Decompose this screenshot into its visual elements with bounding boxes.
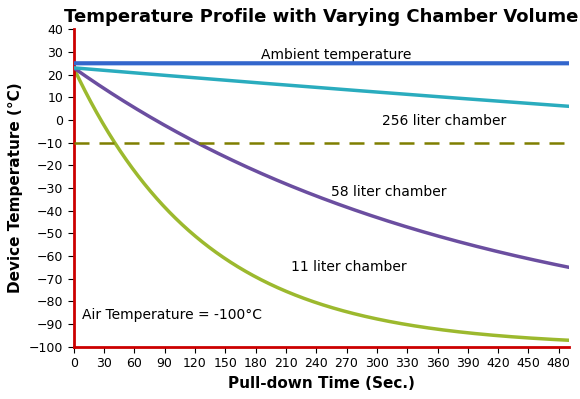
Text: 58 liter chamber: 58 liter chamber bbox=[331, 185, 447, 200]
Text: Ambient temperature: Ambient temperature bbox=[260, 48, 411, 62]
Title: Temperature Profile with Varying Chamber Volume: Temperature Profile with Varying Chamber… bbox=[64, 8, 578, 26]
Text: Air Temperature = -100°C: Air Temperature = -100°C bbox=[82, 308, 262, 322]
Text: 256 liter chamber: 256 liter chamber bbox=[382, 114, 506, 128]
Text: 11 liter chamber: 11 liter chamber bbox=[291, 260, 407, 274]
X-axis label: Pull-down Time (Sec.): Pull-down Time (Sec.) bbox=[228, 376, 415, 391]
Y-axis label: Device Temperature (°C): Device Temperature (°C) bbox=[8, 83, 23, 293]
